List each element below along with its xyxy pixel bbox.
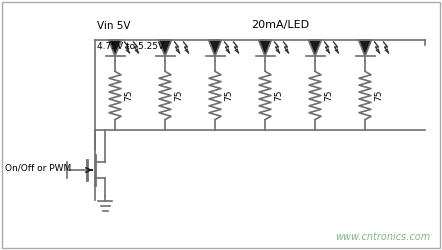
Text: Vin 5V: Vin 5V [97,21,130,31]
Text: On/Off or PWM: On/Off or PWM [5,164,71,172]
Text: 75: 75 [374,90,383,101]
Polygon shape [358,40,371,56]
Polygon shape [108,40,122,56]
Text: 20mA/LED: 20mA/LED [251,20,309,30]
Text: 75: 75 [124,90,133,101]
Polygon shape [309,40,321,56]
Polygon shape [209,40,221,56]
Text: 4.75V to 5.25V: 4.75V to 5.25V [97,42,164,51]
Text: 75: 75 [324,90,333,101]
Text: 75: 75 [274,90,283,101]
Text: 75: 75 [174,90,183,101]
Text: 75: 75 [224,90,233,101]
Polygon shape [159,40,171,56]
Text: www.cntronics.com: www.cntronics.com [335,232,430,242]
Polygon shape [259,40,271,56]
